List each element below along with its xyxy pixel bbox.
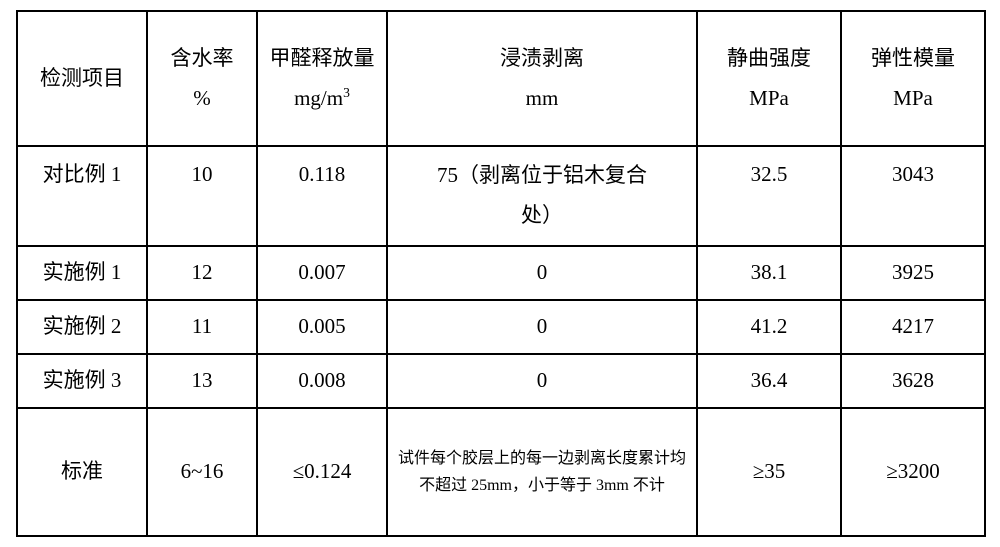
cell-text: 12	[192, 260, 213, 284]
cell-moisture: 12	[147, 246, 257, 300]
cell-text: 6~16	[181, 459, 224, 483]
hdr-text: 弹性模量	[871, 46, 955, 70]
cell-formaldehyde: 0.005	[257, 300, 387, 354]
cell-text: 0	[537, 368, 548, 392]
cell-text: 试件每个胶层上的每一边剥离长度累计均不超过 25mm，小于等于 3mm 不计	[398, 450, 686, 494]
col-modulus: 弹性模量 MPa	[841, 11, 985, 146]
cell-text: 3628	[892, 368, 934, 392]
hdr-text: 含水率	[171, 46, 234, 70]
cell-modulus: 3043	[841, 146, 985, 246]
cell-text: 0	[537, 314, 548, 338]
cell-text: 41.2	[751, 314, 788, 338]
table-row: 实施例 3 13 0.008 0 36.4 3628	[17, 354, 985, 408]
table-row: 对比例 1 10 0.118 75（剥离位于铝木复合处） 32.5 3043	[17, 146, 985, 246]
cell-text: ≥3200	[886, 459, 940, 483]
cell-bending: 36.4	[697, 354, 841, 408]
table-row: 实施例 2 11 0.005 0 41.2 4217	[17, 300, 985, 354]
cell-bending: 41.2	[697, 300, 841, 354]
cell-text: ≥35	[753, 459, 786, 483]
cell-label: 实施例 2	[17, 300, 147, 354]
hdr-unit: %	[193, 86, 211, 110]
cell-formaldehyde: 0.118	[257, 146, 387, 246]
cell-text: 3043	[892, 162, 934, 186]
cell-soak: 0	[387, 354, 697, 408]
cell-text: 0.008	[298, 368, 345, 392]
table-row: 标准 6~16 ≤0.124 试件每个胶层上的每一边剥离长度累计均不超过 25mm，小…	[17, 408, 985, 536]
cell-bending: ≥35	[697, 408, 841, 536]
cell-formaldehyde: ≤0.124	[257, 408, 387, 536]
cell-text: 75（剥离位于铝木复合	[437, 163, 647, 187]
cell-text: 32.5	[751, 162, 788, 186]
cell-text: 10	[192, 162, 213, 186]
col-soak-peel: 浸渍剥离 mm	[387, 11, 697, 146]
cell-text: 对比例 1	[43, 162, 122, 186]
hdr-text: 甲醛释放量	[270, 46, 375, 70]
cell-label: 标准	[17, 408, 147, 536]
col-test-item: 检测项目	[17, 11, 147, 146]
cell-text: 36.4	[751, 368, 788, 392]
hdr-unit: MPa	[749, 86, 789, 110]
cell-soak: 75（剥离位于铝木复合处）	[387, 146, 697, 246]
cell-text: ≤0.124	[293, 459, 352, 483]
cell-moisture: 11	[147, 300, 257, 354]
cell-text: 实施例 1	[43, 260, 122, 284]
cell-text: 处）	[521, 203, 563, 227]
cell-text: 标准	[61, 459, 103, 483]
hdr-sup: 3	[343, 85, 350, 100]
cell-label: 实施例 1	[17, 246, 147, 300]
hdr-text: 检测项目	[40, 66, 124, 90]
hdr-text: 浸渍剥离	[500, 46, 584, 70]
cell-modulus: 3925	[841, 246, 985, 300]
cell-modulus: ≥3200	[841, 408, 985, 536]
col-formaldehyde: 甲醛释放量 mg/m3	[257, 11, 387, 146]
cell-bending: 38.1	[697, 246, 841, 300]
cell-soak: 试件每个胶层上的每一边剥离长度累计均不超过 25mm，小于等于 3mm 不计	[387, 408, 697, 536]
table-body: 对比例 1 10 0.118 75（剥离位于铝木复合处） 32.5 3043 实施例 1 12…	[17, 146, 985, 536]
cell-text: 实施例 3	[43, 368, 122, 392]
hdr-unit: mm	[526, 86, 559, 110]
cell-text: 38.1	[751, 260, 788, 284]
col-bending: 静曲强度 MPa	[697, 11, 841, 146]
hdr-unit: MPa	[893, 86, 933, 110]
cell-soak: 0	[387, 246, 697, 300]
cell-bending: 32.5	[697, 146, 841, 246]
header-row: 检测项目 含水率 % 甲醛释放量 mg/m3 浸渍剥离 mm 静曲强度 MPa	[17, 11, 985, 146]
table-row: 实施例 1 12 0.007 0 38.1 3925	[17, 246, 985, 300]
cell-text: 3925	[892, 260, 934, 284]
cell-formaldehyde: 0.007	[257, 246, 387, 300]
cell-text: 11	[192, 314, 212, 338]
cell-formaldehyde: 0.008	[257, 354, 387, 408]
cell-text: 13	[192, 368, 213, 392]
cell-modulus: 3628	[841, 354, 985, 408]
hdr-text: 静曲强度	[727, 46, 811, 70]
cell-text: 实施例 2	[43, 314, 122, 338]
cell-moisture: 6~16	[147, 408, 257, 536]
col-moisture: 含水率 %	[147, 11, 257, 146]
cell-text: 0	[537, 260, 548, 284]
cell-moisture: 13	[147, 354, 257, 408]
cell-text: 0.118	[299, 162, 345, 186]
data-table: 检测项目 含水率 % 甲醛释放量 mg/m3 浸渍剥离 mm 静曲强度 MPa	[16, 10, 986, 537]
cell-text: 4217	[892, 314, 934, 338]
cell-modulus: 4217	[841, 300, 985, 354]
cell-label: 对比例 1	[17, 146, 147, 246]
hdr-unit: mg/m	[294, 86, 343, 110]
cell-text: 0.005	[298, 314, 345, 338]
cell-moisture: 10	[147, 146, 257, 246]
cell-soak: 0	[387, 300, 697, 354]
cell-label: 实施例 3	[17, 354, 147, 408]
cell-text: 0.007	[298, 260, 345, 284]
